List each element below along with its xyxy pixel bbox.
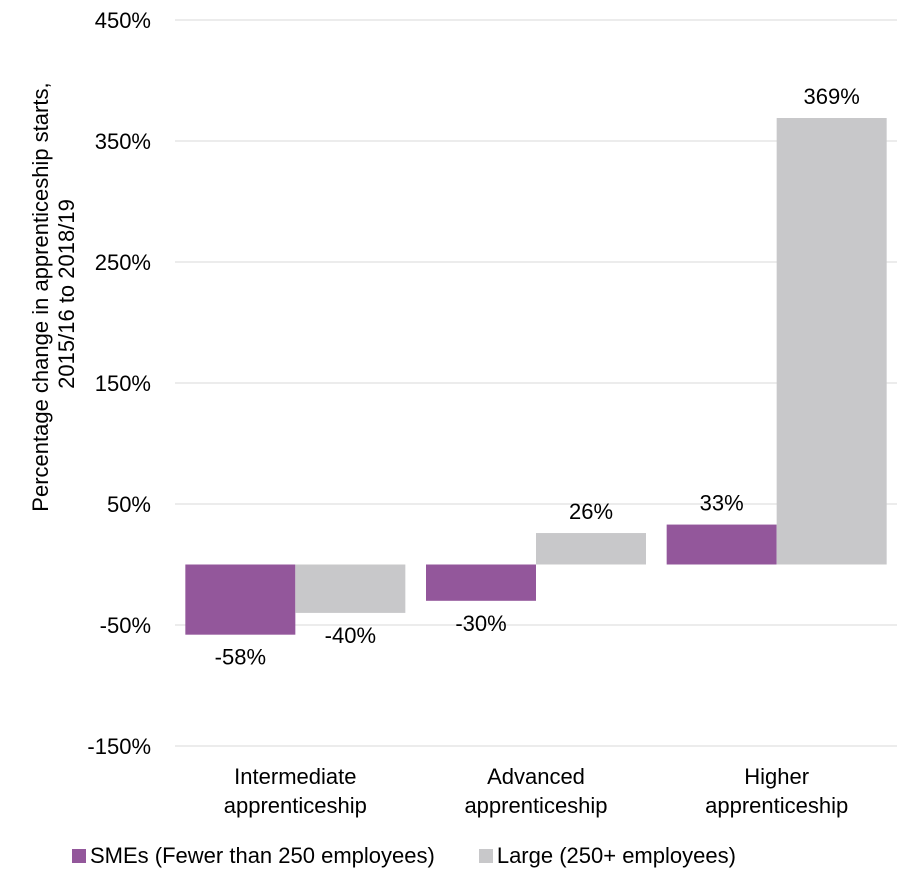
- bar-large: [776, 118, 887, 565]
- y-tick-label: 250%: [95, 250, 151, 275]
- y-tick-label: 350%: [95, 129, 151, 154]
- y-axis-ticks: -150% -50% 50% 150% 250% 350% 450%: [87, 8, 151, 759]
- x-category-label: Higher apprenticeship: [705, 764, 848, 818]
- data-label: -30%: [455, 611, 506, 636]
- y-tick-label: -150%: [87, 734, 151, 759]
- data-label: 33%: [700, 491, 744, 516]
- data-labels: -58% -40% -30% 26% 33% 369%: [215, 84, 860, 670]
- x-category-label-line: apprenticeship: [705, 793, 848, 818]
- legend: SMEs (Fewer than 250 employees) Large (2…: [72, 843, 780, 869]
- x-category-label-line: Higher: [744, 764, 809, 789]
- legend-swatch-smes: [72, 849, 86, 863]
- bar-smes: [666, 524, 777, 565]
- x-axis-categories: Intermediate apprenticeship Advanced appren…: [224, 764, 848, 818]
- legend-swatch-large: [478, 849, 493, 863]
- bar-smes: [426, 564, 536, 601]
- y-axis-label-line-1: Percentage change in apprenticeship star…: [28, 82, 53, 511]
- y-tick-label: 450%: [95, 8, 151, 33]
- bar-smes: [185, 564, 296, 635]
- gridlines: [175, 19, 897, 747]
- x-category-label: Intermediate apprenticeship: [224, 764, 367, 818]
- legend-item-large: Large (250+ employees): [478, 843, 736, 869]
- x-category-label-line: Intermediate: [234, 764, 356, 789]
- legend-label-smes: SMEs (Fewer than 250 employees): [90, 843, 435, 868]
- bar-large: [295, 564, 406, 613]
- y-tick-label: -50%: [100, 613, 151, 638]
- data-label: -40%: [325, 623, 376, 648]
- y-tick-label: 50%: [107, 492, 151, 517]
- legend-item-smes: SMEs (Fewer than 250 employees): [72, 843, 435, 869]
- legend-label-large: Large (250+ employees): [496, 843, 736, 868]
- y-tick-label: 150%: [95, 371, 151, 396]
- data-label: -58%: [215, 645, 266, 670]
- y-axis-label: Percentage change in apprenticeship star…: [28, 76, 79, 511]
- x-category-label-line: apprenticeship: [224, 793, 367, 818]
- y-axis-label-line-2: 2015/16 to 2018/19: [54, 199, 79, 389]
- x-category-label: Advanced apprenticeship: [464, 764, 607, 818]
- x-category-label-line: Advanced: [487, 764, 585, 789]
- data-label: 26%: [569, 499, 613, 524]
- x-category-label-line: apprenticeship: [464, 793, 607, 818]
- bars: [185, 118, 887, 635]
- bar-large: [536, 533, 646, 565]
- data-label: 369%: [804, 84, 860, 109]
